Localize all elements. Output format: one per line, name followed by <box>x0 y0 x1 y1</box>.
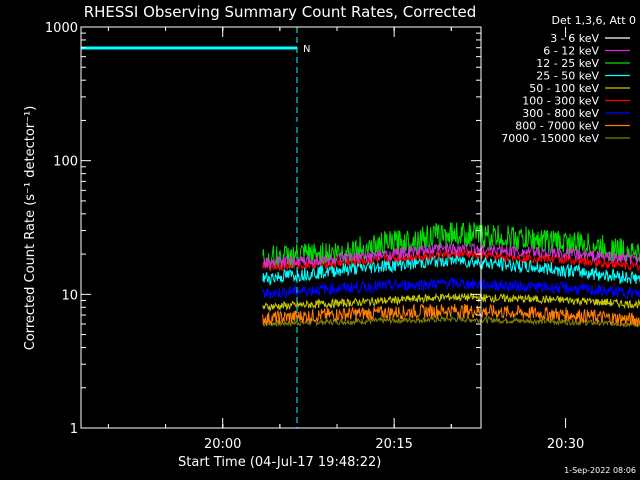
series-line-8 <box>262 314 640 328</box>
series-line-2 <box>262 222 640 270</box>
plot-area: NS <box>80 27 640 428</box>
series-line-3 <box>262 251 640 286</box>
x-tick-label: 20:00 <box>204 437 241 452</box>
x-axis-label: Start Time (04-Jul-17 19:48:22) <box>178 455 381 470</box>
series-line-6 <box>262 276 640 300</box>
series-line-0-overlay <box>262 118 640 192</box>
legend-label: 100 - 300 keV <box>522 95 599 108</box>
series-line-4 <box>262 292 640 313</box>
legend-title: Det 1,3,6, Att 0 <box>552 14 636 27</box>
series-line-1 <box>262 242 640 269</box>
chart-title: RHESSI Observing Summary Count Rates, Co… <box>84 3 477 21</box>
legend-label: 6 - 12 keV <box>543 45 599 58</box>
footer-date: 1-Sep-2022 08:06 <box>564 466 636 475</box>
legend-label: 50 - 100 keV <box>529 82 599 95</box>
y-tick-label: 10 <box>61 288 78 303</box>
legend-label: 300 - 800 keV <box>522 107 599 120</box>
y-axis-label: Corrected Count Rate (s⁻¹ detector⁻¹) <box>23 106 38 351</box>
legend-label: 7000 - 15000 keV <box>501 132 599 145</box>
y-tick-label: 100 <box>53 155 78 170</box>
series-line-7 <box>262 303 640 327</box>
legend-label: 3 - 6 keV <box>550 32 599 45</box>
plot-frame <box>80 26 482 429</box>
series-line-5 <box>262 248 640 273</box>
y-tick-label: 1 <box>70 422 78 437</box>
legend-label: 25 - 50 keV <box>536 70 599 83</box>
x-tick-label: 20:30 <box>547 437 584 452</box>
legend-label: 800 - 7000 keV <box>515 120 599 133</box>
night-label: N <box>303 44 310 55</box>
y-tick-label: 1000 <box>45 21 78 36</box>
x-tick-label: 20:15 <box>375 437 412 452</box>
legend-label: 12 - 25 keV <box>536 57 599 70</box>
